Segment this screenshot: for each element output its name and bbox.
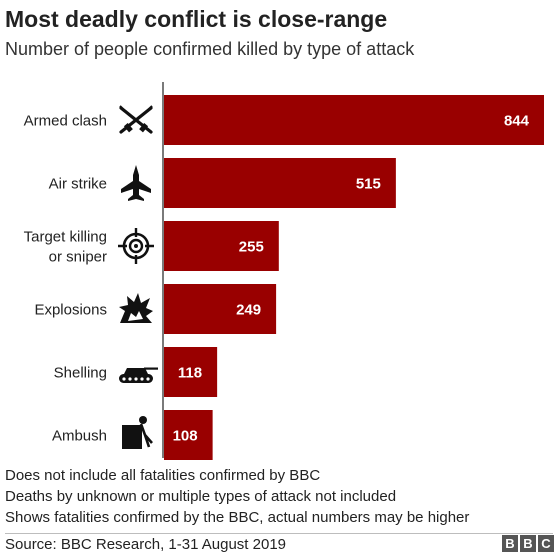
note-line: Deaths by unknown or multiple types of a…	[5, 488, 397, 505]
crosshair-icon	[118, 228, 154, 264]
chart-subtitle: Number of people confirmed killed by typ…	[5, 39, 415, 59]
tank-icon	[119, 367, 158, 383]
category-label: Shelling	[54, 365, 107, 382]
bar-value-label: 108	[173, 428, 198, 445]
logo-letter-box: C	[538, 535, 554, 552]
bar	[164, 95, 544, 145]
bar	[164, 284, 277, 334]
bar	[164, 221, 279, 271]
crossed-rifles-icon	[119, 105, 153, 134]
chart-title: Most deadly conflict is close-range	[5, 6, 388, 32]
category-label: Explosions	[34, 302, 107, 319]
fighter-jet-icon	[121, 165, 151, 201]
category-label: Air strike	[49, 176, 107, 193]
category-label: Ambush	[52, 428, 107, 445]
note-line: Does not include all fatalities confirme…	[5, 467, 321, 484]
bar-value-label: 844	[504, 113, 530, 130]
bar-value-label: 249	[236, 302, 261, 319]
explosion-icon	[119, 293, 153, 323]
note-line: Shows fatalities confirmed by the BBC, a…	[5, 509, 470, 526]
bar	[164, 158, 396, 208]
category-label: Target killing or sniper	[24, 229, 107, 266]
plot-area: 844 Armed clash 515 Air strike 255 Target kil…	[24, 82, 544, 460]
bbc-logo: B B C	[502, 535, 554, 552]
ambush-icon	[122, 416, 153, 449]
bar-value-label: 255	[239, 239, 264, 256]
bar	[164, 410, 213, 460]
bar-value-label: 515	[356, 176, 381, 193]
notes: Does not include all fatalities confirme…	[5, 465, 469, 528]
footer-divider	[5, 533, 553, 534]
logo-letter-box: B	[520, 535, 536, 552]
bar	[164, 347, 218, 397]
source-note: Source: BBC Research, 1-31 August 2019	[5, 536, 287, 553]
category-label: Armed clash	[24, 113, 107, 130]
logo-letter-box: B	[502, 535, 518, 552]
bar-value-label: 118	[178, 365, 202, 382]
